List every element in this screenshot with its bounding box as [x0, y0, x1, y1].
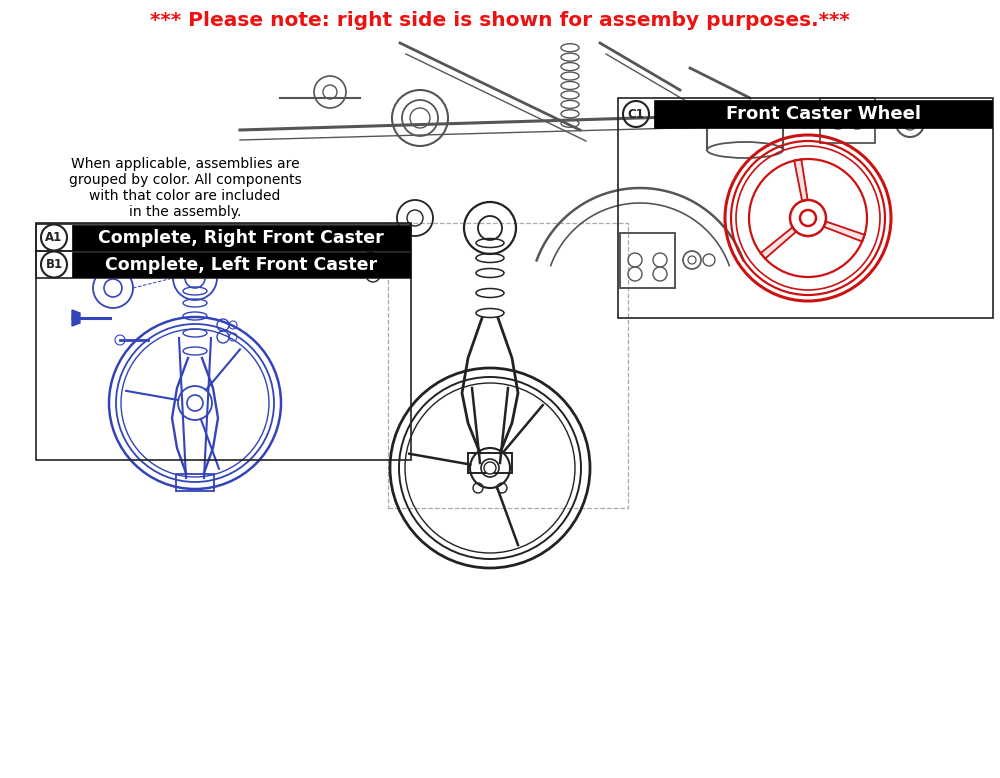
Polygon shape	[761, 227, 796, 258]
Text: *** Please note: right side is shown for assemby purposes.***: *** Please note: right side is shown for…	[150, 10, 850, 30]
Text: C1: C1	[628, 107, 644, 121]
Text: B1: B1	[45, 258, 63, 271]
Bar	[618, 98, 993, 318]
Text: When applicable, assemblies are
grouped by color. All components
with that color: When applicable, assemblies are grouped …	[69, 156, 301, 219]
Bar	[388, 223, 628, 508]
Bar	[176, 474, 214, 491]
Bar	[820, 98, 875, 143]
Bar	[36, 223, 411, 460]
Bar	[468, 453, 512, 473]
Bar	[36, 251, 411, 278]
Polygon shape	[824, 222, 865, 241]
Bar	[654, 100, 992, 128]
Bar	[72, 252, 410, 277]
Bar	[620, 233, 675, 288]
Text: Complete, Left Front Caster: Complete, Left Front Caster	[105, 255, 377, 274]
Polygon shape	[72, 310, 80, 326]
Text: Complete, Right Front Caster: Complete, Right Front Caster	[98, 229, 384, 247]
Bar	[72, 225, 410, 250]
Circle shape	[484, 462, 496, 474]
Polygon shape	[367, 239, 373, 257]
Text: A1: A1	[45, 231, 63, 244]
Bar	[36, 224, 411, 251]
Text: Front Caster Wheel: Front Caster Wheel	[726, 105, 920, 123]
Polygon shape	[794, 159, 808, 201]
